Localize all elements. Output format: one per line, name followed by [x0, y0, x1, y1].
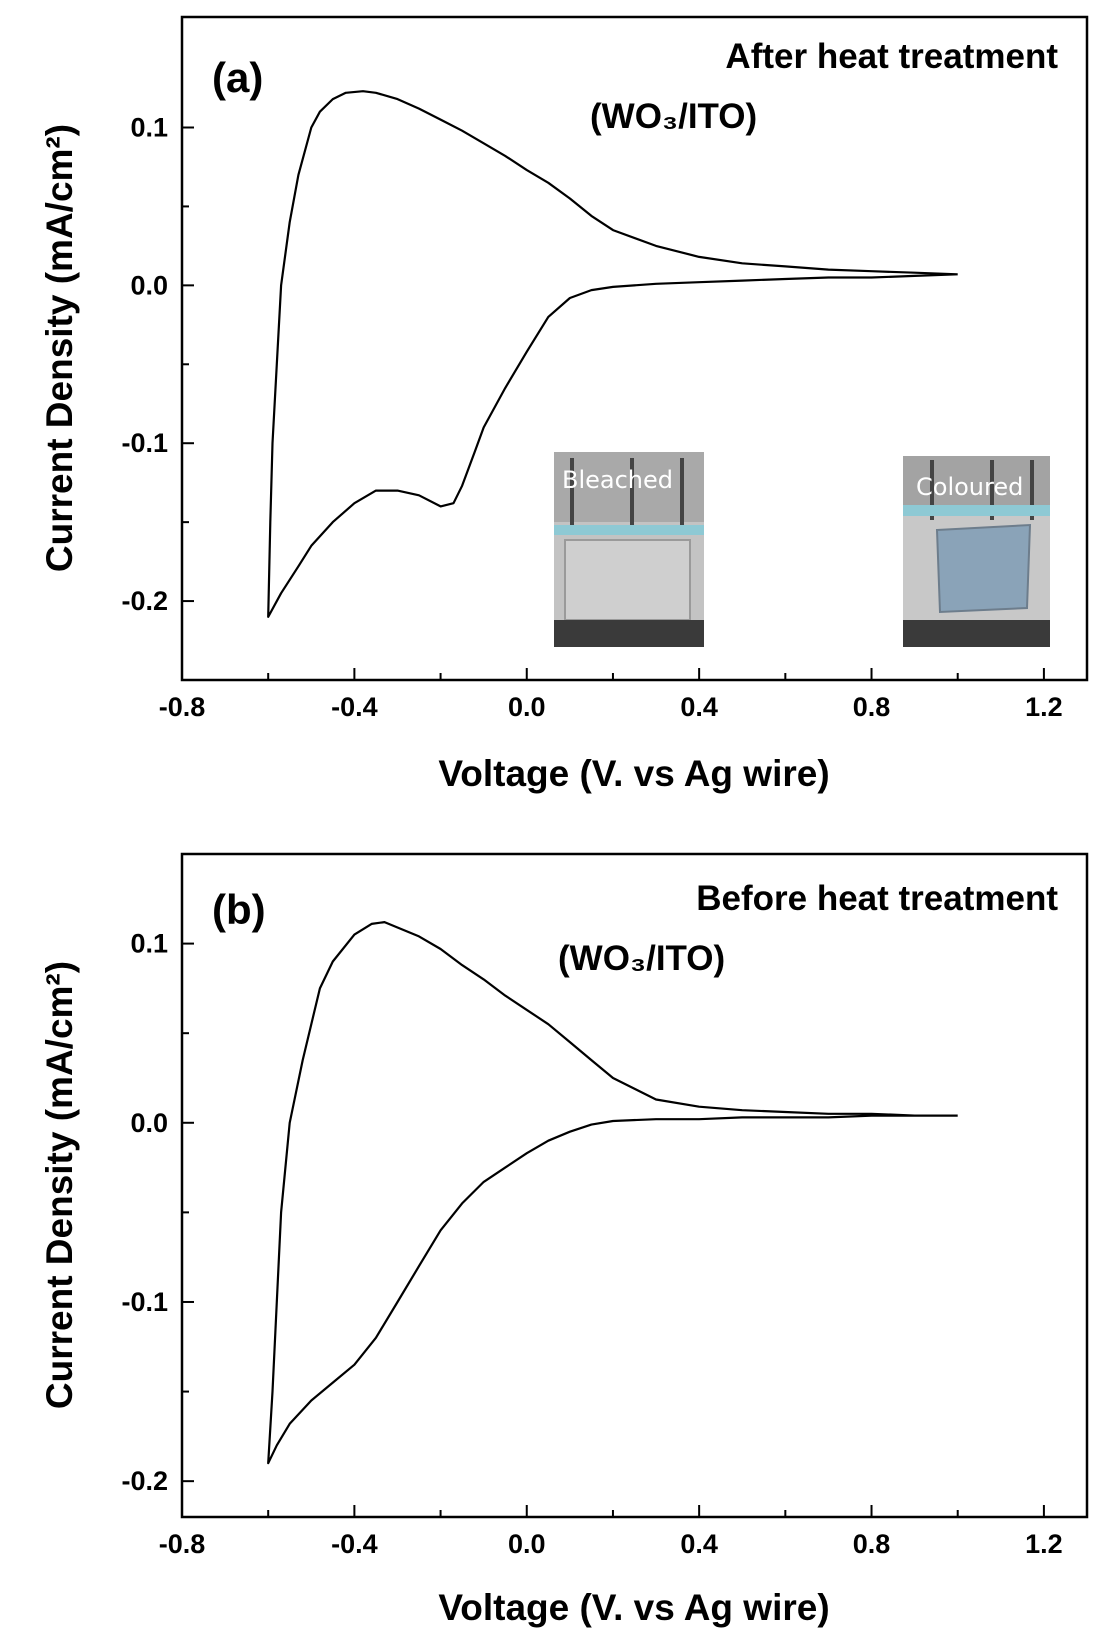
- inset-label-coloured: Coloured: [916, 473, 1023, 501]
- panel-a-y-tick-label: -0.2: [121, 586, 168, 616]
- panel-a-x-axis-title: Voltage (V. vs Ag wire): [438, 753, 829, 794]
- panel-a-annotation-line2: (WO₃/ITO): [590, 97, 757, 136]
- panel-b-x-tick-label: -0.4: [331, 1529, 378, 1559]
- panel-a-y-ticks: -0.2 -0.1 0.0 0.1: [121, 113, 194, 616]
- panel-b-x-ticks: -0.8 -0.4 0.0 0.4 0.8 1.2: [159, 1505, 1063, 1559]
- panel-b-x-tick-label: -0.8: [159, 1529, 206, 1559]
- panel-a-x-tick-label: 0.0: [508, 692, 546, 722]
- panel-a-y-tick-label: 0.1: [130, 113, 168, 143]
- panel-b-y-axis-title: Current Density (mA/cm²): [39, 961, 80, 1409]
- panel-b-y-ticks: -0.2 -0.1 0.0 0.1: [121, 929, 194, 1496]
- panel-a-x-tick-label: 1.2: [1025, 692, 1063, 722]
- panel-b-x-axis-title: Voltage (V. vs Ag wire): [438, 1587, 829, 1628]
- panel-b-x-tick-label: 0.4: [680, 1529, 718, 1559]
- panel-b-y-tick-label: -0.1: [121, 1287, 168, 1317]
- panel-b-x-tick-label: 0.0: [508, 1529, 546, 1559]
- panel-b-label: (b): [212, 886, 266, 933]
- panel-b-cv-curve: [267, 921, 958, 1465]
- panel-a-y-tick-label: -0.1: [121, 428, 168, 458]
- panel-b-x-tick-label: 1.2: [1025, 1529, 1063, 1559]
- panel-a-x-tick-label: 0.8: [853, 692, 891, 722]
- panel-a-y-axis-title: Current Density (mA/cm²): [39, 124, 80, 572]
- panel-a-x-ticks: -0.8 -0.4 0.0 0.4 0.8 1.2: [159, 668, 1063, 722]
- panel-b-y-tick-label: 0.1: [130, 929, 168, 959]
- panel-a-label: (a): [212, 54, 263, 101]
- panel-b-y-tick-label: -0.2: [121, 1466, 168, 1496]
- inset-photo-coloured: Coloured: [903, 456, 1050, 647]
- panel-a-x-tick-label: -0.8: [159, 692, 206, 722]
- panel-a-x-tick-label: 0.4: [680, 692, 718, 722]
- panel-a-annotation-line1: After heat treatment: [725, 37, 1058, 76]
- panel-b-y-tick-label: 0.0: [130, 1108, 168, 1138]
- inset-label-bleached: Bleached: [562, 466, 673, 494]
- panel-b-x-tick-label: 0.8: [853, 1529, 891, 1559]
- panel-a: -0.8 -0.4 0.0 0.4 0.8 1.2 -0.2-0.10.00.1 (a) …: [39, 15, 1089, 794]
- panel-a-frame: [180, 15, 1089, 682]
- panel-b-annotation-line1: Before heat treatment: [696, 879, 1058, 918]
- panel-a-y-tick-label: 0.0: [130, 270, 168, 300]
- panel-a-cv-curve: [267, 90, 958, 618]
- panel-b: -0.8 -0.4 0.0 0.4 0.8 1.2 -0.2-0.10.00.1 (b) …: [39, 852, 1089, 1628]
- inset-photo-bleached: Bleached: [554, 452, 704, 647]
- panel-a-x-tick-label: -0.4: [331, 692, 378, 722]
- panel-b-annotation-line2: (WO₃/ITO): [558, 939, 725, 978]
- panel-b-frame: [180, 852, 1089, 1519]
